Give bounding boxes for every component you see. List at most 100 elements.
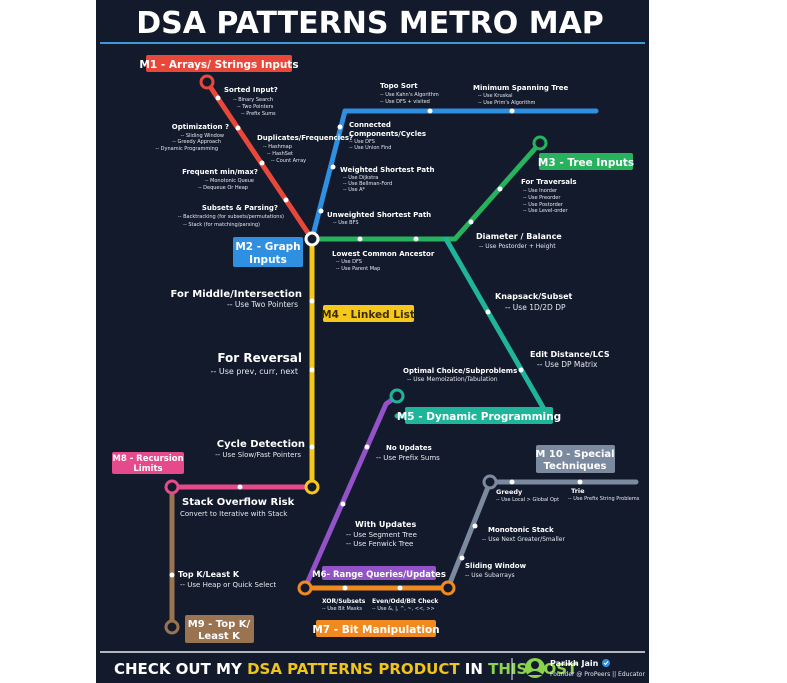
svg-text:XOR/Subsets: XOR/Subsets (322, 598, 366, 605)
svg-text:-- Dynamic Programming: -- Dynamic Programming (155, 146, 218, 152)
station-with-updates: With Updates -- Use Segment Tree -- Use … (346, 520, 417, 548)
stop-dot (259, 160, 265, 166)
svg-text:-- Dequeue Or Heap: -- Dequeue Or Heap (198, 185, 248, 191)
svg-text:Even/Odd/Bit Check: Even/Odd/Bit Check (372, 598, 439, 605)
stop-dot (459, 555, 465, 561)
stop-dot (337, 124, 343, 130)
stop-dot (413, 236, 419, 242)
svg-text:Optimal Choice/Subproblems: Optimal Choice/Subproblems (403, 367, 517, 375)
m4-m8-junction-station (304, 479, 320, 495)
svg-text:Lowest Common Ancestor: Lowest Common Ancestor (332, 250, 435, 258)
m5-terminal-station (389, 388, 405, 404)
svg-text:With Updates: With Updates (355, 520, 416, 529)
svg-text:-- Use A*: -- Use A* (343, 187, 366, 193)
svg-text:M3 - Tree Inputs: M3 - Tree Inputs (538, 157, 634, 169)
svg-text:Edit Distance/LCS: Edit Distance/LCS (530, 350, 610, 359)
svg-text:Optimization ?: Optimization ? (172, 123, 229, 131)
svg-text:M7 - Bit Manipulation: M7 - Bit Manipulation (312, 624, 439, 636)
svg-text:M1 - Arrays/ Strings Inputs: M1 - Arrays/ Strings Inputs (139, 59, 298, 71)
stop-dot (357, 236, 363, 242)
m6-label: M6- Range Queries/Updates (312, 566, 446, 580)
station-unweighted: Unweighted Shortest Path -- Use BFS (327, 211, 431, 226)
station-stack-overflow: Stack Overflow Risk Convert to Iterative… (180, 497, 295, 518)
page-title: DSA PATTERNS METRO MAP (136, 6, 604, 41)
svg-text:Monotonic Stack: Monotonic Stack (488, 526, 554, 534)
station-lca: Lowest Common Ancestor -- Use DFS -- Use… (332, 250, 435, 272)
stop-dot (509, 108, 515, 114)
stop-dot (577, 479, 583, 485)
poster-background (96, 0, 649, 683)
station-sliding-window: Sliding Window -- Use Subarrays (465, 562, 527, 579)
station-edit-distance: Edit Distance/LCS -- Use DP Matrix (530, 350, 610, 369)
svg-text:Weighted Shortest Path: Weighted Shortest Path (340, 166, 434, 174)
svg-text:-- Use Local > Global Opt: -- Use Local > Global Opt (496, 497, 559, 503)
m1-terminal-station (199, 74, 215, 90)
station-monotonic-stack: Monotonic Stack -- Use Next Greater/Smal… (482, 526, 565, 543)
svg-text:Cycle Detection: Cycle Detection (217, 439, 305, 450)
svg-text:M2 - Graph: M2 - Graph (235, 241, 300, 253)
svg-text:-- Use DFS: -- Use DFS (349, 139, 375, 145)
stop-dot (427, 108, 433, 114)
verified-badge-icon (602, 659, 610, 667)
m2-label: M2 - Graph Inputs (233, 237, 303, 267)
station-reversal: For Reversal -- Use prev, curr, next (211, 351, 302, 376)
stop-dot (309, 298, 315, 304)
stop-dot (235, 125, 241, 131)
svg-text:-- Use Bellman-Ford: -- Use Bellman-Ford (343, 181, 392, 187)
svg-text:-- Use Preorder: -- Use Preorder (523, 195, 561, 201)
station-optimal-choice: Optimal Choice/Subproblems -- Use Memoiz… (403, 367, 517, 383)
svg-text:-- Greedy Approach: -- Greedy Approach (172, 139, 221, 145)
station-mst: Minimum Spanning Tree -- Use Kruskal -- … (473, 84, 569, 106)
svg-text:-- Use Bit Masks: -- Use Bit Masks (322, 606, 362, 612)
m9-label: M9 - Top K/ Least K (185, 615, 254, 643)
m10-corner-station (482, 474, 498, 490)
svg-text:-- Use DFS: -- Use DFS (336, 259, 362, 265)
svg-text:M5 - Dynamic Programming: M5 - Dynamic Programming (397, 411, 561, 423)
m3-label: M3 - Tree Inputs (538, 153, 634, 170)
stop-dot (364, 444, 370, 450)
svg-text:-- Use &, |, ^, ~, <<, >>: -- Use &, |, ^, ~, <<, >> (372, 606, 435, 612)
svg-text:-- Use prev, curr, next: -- Use prev, curr, next (211, 367, 298, 376)
svg-text:-- Use 1D/2D DP: -- Use 1D/2D DP (505, 303, 566, 312)
m1-line (204, 79, 315, 242)
stop-dot (342, 585, 348, 591)
svg-text:-- Monotonic Queue: -- Monotonic Queue (205, 178, 254, 184)
m8-m9-junction-station (164, 479, 180, 495)
station-greedy: Greedy -- Use Local > Global Opt (496, 488, 559, 503)
m10-label: M 10 - Special Techniques (535, 445, 615, 473)
m6-m7-junction-station (297, 580, 313, 596)
stop-dot (237, 484, 243, 490)
svg-text:No Updates: No Updates (386, 444, 432, 452)
svg-text:-- Use Heap or Quick Select: -- Use Heap or Quick Select (180, 581, 276, 589)
svg-text:M8 - Recursion: M8 - Recursion (112, 454, 183, 464)
svg-text:M6- Range Queries/Updates: M6- Range Queries/Updates (312, 570, 446, 580)
footer-cta[interactable]: CHECK OUT MY DSA PATTERNS PRODUCT IN THI… (114, 660, 578, 678)
svg-text:-- Use Slow/Fast Pointers: -- Use Slow/Fast Pointers (215, 451, 301, 459)
svg-text:-- Use Postorder + Height: -- Use Postorder + Height (479, 243, 556, 250)
stop-dot (509, 479, 515, 485)
station-duplicates: Duplicates/Frequencies? -- Hashmap -- Ha… (257, 134, 353, 164)
station-subsets-parsing: Subsets & Parsing? -- Backtracking (for … (178, 204, 284, 228)
svg-text:-- Use DFS + visited: -- Use DFS + visited (380, 99, 430, 105)
svg-text:Convert to Iterative with Stac: Convert to Iterative with Stack (180, 510, 288, 518)
author-role: Founder @ ProPeers || Educator (550, 671, 645, 678)
svg-text:Trie: Trie (571, 487, 585, 495)
station-xor: XOR/Subsets -- Use Bit Masks (322, 598, 366, 612)
svg-text:For Middle/Intersection: For Middle/Intersection (171, 289, 302, 300)
m8-label: M8 - Recursion Limits (112, 452, 184, 474)
svg-text:-- Use Fenwick Tree: -- Use Fenwick Tree (346, 540, 413, 548)
svg-text:-- Use Dijkstra: -- Use Dijkstra (343, 175, 378, 181)
station-cycle: Cycle Detection -- Use Slow/Fast Pointer… (215, 439, 305, 459)
svg-text:For Reversal: For Reversal (217, 351, 302, 365)
svg-text:-- Use Inorder: -- Use Inorder (523, 188, 558, 194)
svg-text:-- Use Segment Tree: -- Use Segment Tree (346, 531, 417, 539)
svg-text:-- Use DP Matrix: -- Use DP Matrix (537, 360, 598, 369)
station-traversals: For Traversals -- Use Inorder -- Use Pre… (521, 178, 577, 214)
svg-text:Least K: Least K (198, 631, 241, 642)
stop-dot (518, 367, 524, 373)
svg-text:-- Use Parent Map: -- Use Parent Map (336, 266, 380, 272)
svg-text:-- Use BFS: -- Use BFS (333, 220, 359, 226)
stop-dots (169, 95, 583, 591)
svg-text:Components/Cycles: Components/Cycles (349, 130, 426, 138)
